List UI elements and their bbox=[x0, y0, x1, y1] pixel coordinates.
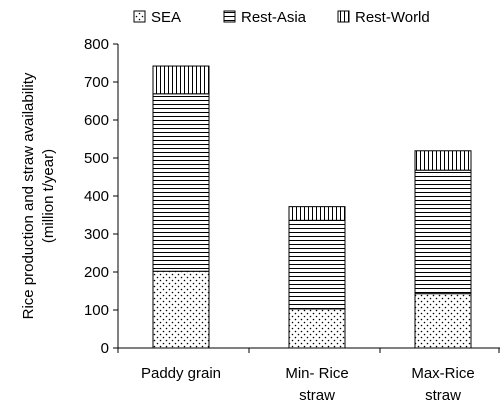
legend-item: SEA bbox=[133, 9, 181, 26]
legend-label: Rest-World bbox=[355, 9, 430, 26]
y-tick-label: 0 bbox=[101, 340, 109, 357]
x-axis: Paddy grain Min- Rice straw Max-Rice straw bbox=[117, 347, 500, 404]
bar-segment bbox=[288, 206, 346, 221]
bar-segment bbox=[414, 293, 472, 349]
bar-segment bbox=[414, 150, 472, 171]
bar-segment bbox=[152, 93, 210, 272]
y-tick-label: 700 bbox=[84, 74, 109, 91]
x-tick-label: Max-Rice bbox=[411, 365, 474, 382]
x-tick-label: Min- Rice bbox=[285, 365, 348, 382]
y-axis-title-line: Rice production and straw availability bbox=[20, 72, 37, 319]
legend: SEA Rest-Asia Rest-World bbox=[133, 9, 430, 26]
bar-segment bbox=[152, 270, 210, 349]
bar-segment bbox=[152, 65, 210, 95]
bar-stack bbox=[414, 150, 472, 349]
legend-label: Rest-Asia bbox=[241, 9, 307, 26]
bars bbox=[152, 65, 472, 349]
legend-item: Rest-World bbox=[337, 9, 430, 26]
legend-item: Rest-Asia bbox=[223, 9, 307, 26]
y-tick-label: 500 bbox=[84, 150, 109, 167]
legend-swatch bbox=[337, 10, 350, 23]
x-tick-label: straw bbox=[299, 387, 335, 404]
y-tick-label: 600 bbox=[84, 112, 109, 129]
y-tick-label: 400 bbox=[84, 188, 109, 205]
y-tick-label: 300 bbox=[84, 226, 109, 243]
legend-swatch bbox=[133, 10, 146, 23]
bar-stack bbox=[288, 206, 346, 349]
y-axis: 0 100 200 300 400 500 600 700 800 bbox=[84, 36, 119, 357]
bar-stack bbox=[152, 65, 210, 349]
y-tick-label: 200 bbox=[84, 264, 109, 281]
y-tick-label: 800 bbox=[84, 36, 109, 53]
bar-segment bbox=[288, 308, 346, 349]
x-tick-label: Paddy grain bbox=[141, 365, 221, 382]
y-tick-label: 100 bbox=[84, 302, 109, 319]
y-axis-title-line: (million t/year) bbox=[40, 149, 57, 243]
bar-segment bbox=[288, 219, 346, 310]
x-tick-label: straw bbox=[425, 387, 461, 404]
bar-segment bbox=[414, 169, 472, 295]
legend-swatch bbox=[223, 10, 236, 23]
y-axis-title: Rice production and straw availability (m… bbox=[20, 72, 57, 319]
legend-label: SEA bbox=[151, 9, 181, 26]
